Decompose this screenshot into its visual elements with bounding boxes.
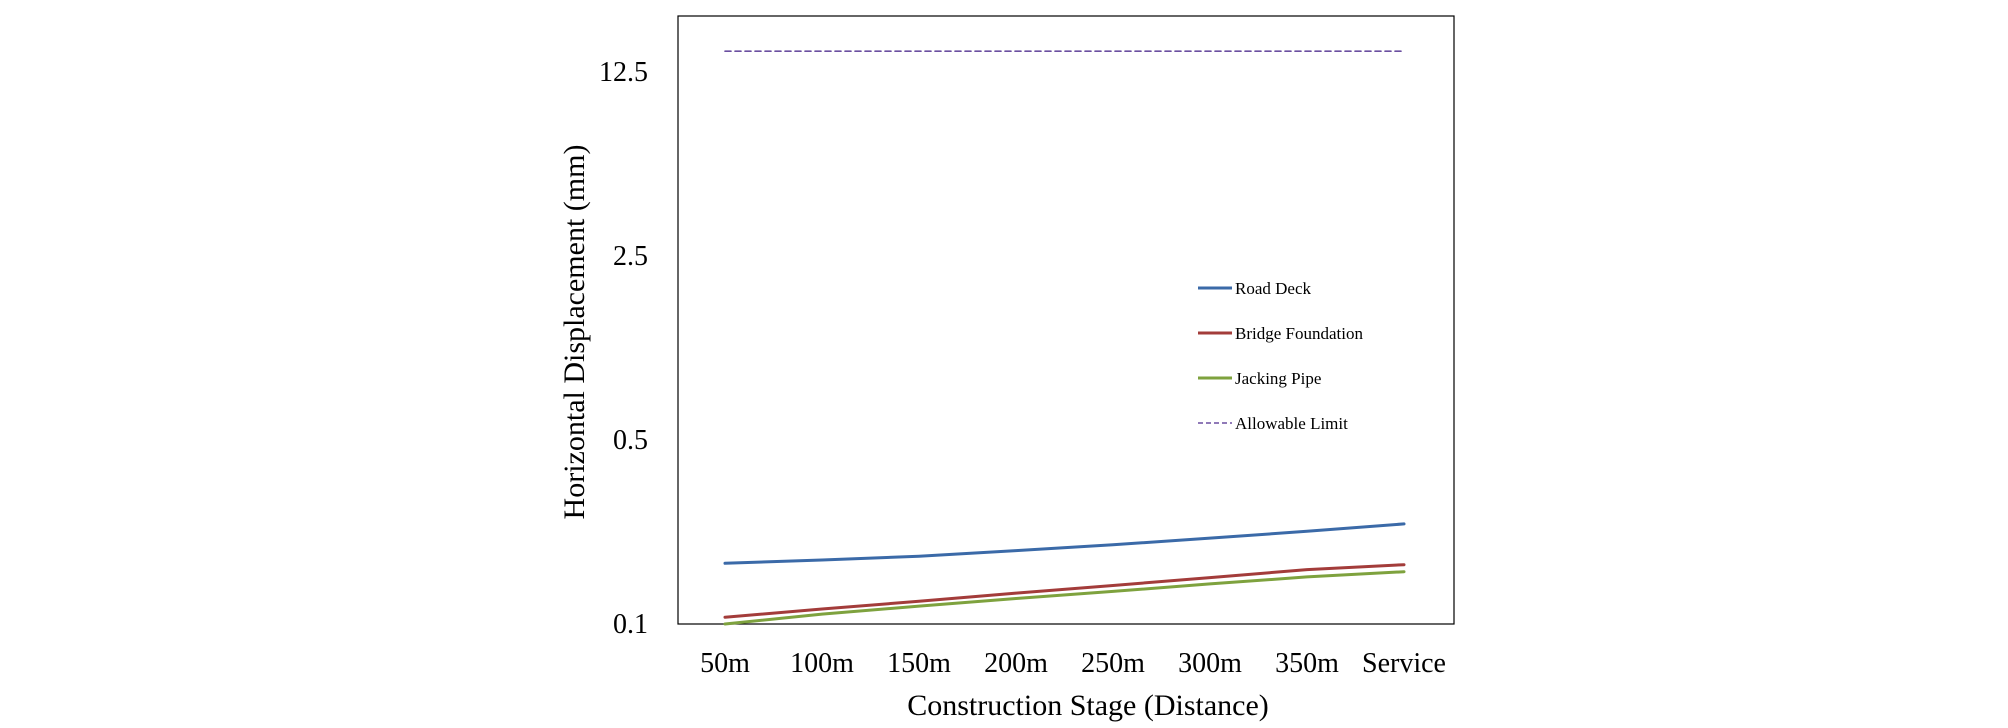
series-layer: [723, 50, 1406, 626]
x-tick-label: 150m: [887, 648, 951, 679]
y-tick-label: 0.5: [613, 425, 648, 456]
y-tick-label: 2.5: [613, 241, 648, 272]
legend-label: Allowable Limit: [1235, 414, 1348, 433]
legend: Road Deck Bridge Foundation Jacking Pipe Al…: [1198, 279, 1363, 433]
y-tick-label: 0.1: [613, 609, 648, 640]
y-axis-title: Horizontal Displacement (mm): [558, 145, 591, 520]
x-tick-labels: 50m 100m 150m 200m 250m 300m 350m Service: [700, 648, 1446, 679]
x-tick-label: 250m: [1081, 648, 1145, 679]
legend-label: Road Deck: [1235, 279, 1312, 298]
x-tick-label: 300m: [1178, 648, 1242, 679]
x-tick-label: 100m: [790, 648, 854, 679]
x-tick-label: 350m: [1275, 648, 1339, 679]
series-line-jacking-pipe: [723, 570, 1406, 626]
series-line-bridge-foundation: [723, 563, 1406, 619]
y-tick-label: 12.5: [599, 57, 648, 88]
series-line-road-deck: [723, 522, 1406, 565]
legend-label: Bridge Foundation: [1235, 324, 1363, 343]
x-tick-label: 200m: [984, 648, 1048, 679]
x-axis-title: Construction Stage (Distance): [907, 689, 1269, 722]
x-tick-label: 50m: [700, 648, 750, 679]
legend-label: Jacking Pipe: [1235, 369, 1321, 388]
x-tick-label: Service: [1362, 648, 1446, 679]
y-tick-labels: 0.1 0.5 2.5 12.5: [599, 57, 648, 640]
plot-area: [677, 15, 1455, 625]
